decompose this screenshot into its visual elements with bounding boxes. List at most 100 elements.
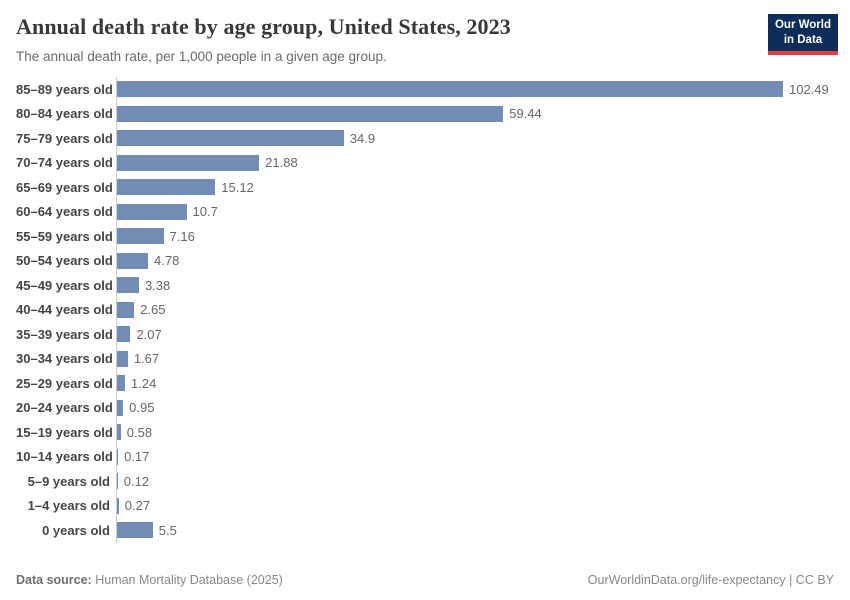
value-label: 0.12 <box>123 473 150 489</box>
bar[interactable] <box>117 497 119 514</box>
owid-logo[interactable]: Our World in Data <box>768 14 838 56</box>
bar[interactable] <box>117 130 344 147</box>
bar-track: 0.17 <box>116 444 834 469</box>
value-label: 59.44 <box>509 106 542 122</box>
value-label: 0.95 <box>129 400 155 416</box>
value-label: 0.58 <box>126 424 153 440</box>
value-label: 7.16 <box>169 228 195 244</box>
category-label: 65–69 years old <box>16 179 113 195</box>
bar[interactable] <box>117 179 216 196</box>
value-label: 2.65 <box>140 302 166 318</box>
value-label: 3.38 <box>144 277 171 293</box>
data-source-value: Human Mortality Database (2025) <box>95 573 283 587</box>
value-label: 102.49 <box>789 81 829 97</box>
value-label: 2.07 <box>136 326 162 342</box>
bar-track: 0.12 <box>116 469 834 494</box>
value-label: 0.17 <box>124 449 150 465</box>
category-label: 30–34 years old <box>16 351 113 367</box>
bar-track: 2.07 <box>116 322 834 347</box>
bar[interactable] <box>117 424 121 441</box>
chart-row: 55–59 years old 7.16 <box>16 224 834 249</box>
bar-track: 0.27 <box>116 493 834 518</box>
category-label: 15–19 years old <box>16 424 113 440</box>
chart-row: 1–4 years old 0.27 <box>16 493 834 518</box>
bar[interactable] <box>117 399 124 416</box>
bar-track: 1.24 <box>116 371 834 396</box>
owid-logo-line2: in Data <box>783 33 823 46</box>
category-label: 35–39 years old <box>16 326 113 342</box>
bar[interactable] <box>117 277 139 294</box>
bar-track: 2.65 <box>116 297 834 322</box>
category-label: 1–4 years old <box>27 498 110 514</box>
bar[interactable] <box>117 326 131 343</box>
bar[interactable] <box>117 203 187 220</box>
chart-row: 0 years old 5.5 <box>16 518 834 543</box>
license-label: CC BY <box>795 573 834 587</box>
category-label: 85–89 years old <box>16 81 113 97</box>
owid-logo-line1: Our World <box>774 19 831 31</box>
chart-row: 10–14 years old 0.17 <box>16 444 834 469</box>
license-separator: | <box>789 573 796 587</box>
category-label: 50–54 years old <box>16 253 113 269</box>
chart-row: 30–34 years old 1.67 <box>16 346 834 371</box>
bar[interactable] <box>117 81 783 98</box>
bar[interactable] <box>117 350 128 367</box>
bar-track: 21.88 <box>116 150 834 175</box>
value-label: 1.67 <box>133 351 160 367</box>
bar-track: 3.38 <box>116 273 834 298</box>
chart-row: 80–84 years old 59.44 <box>16 101 834 126</box>
chart-row: 25–29 years old 1.24 <box>16 371 834 396</box>
chart-row: 15–19 years old 0.58 <box>16 420 834 445</box>
chart-row: 50–54 years old 4.78 <box>16 248 834 273</box>
bar[interactable] <box>117 473 118 490</box>
bar[interactable] <box>117 105 504 122</box>
data-source-note: Data source: Human Mortality Database (2… <box>16 573 283 587</box>
category-label: 70–74 years old <box>16 155 113 171</box>
bar[interactable] <box>117 301 135 318</box>
bar-track: 59.44 <box>116 101 834 126</box>
bar[interactable] <box>117 252 149 269</box>
chart-header: Annual death rate by age group, United S… <box>0 0 850 64</box>
bar-track: 1.67 <box>116 346 834 371</box>
chart-footer: Data source: Human Mortality Database (2… <box>16 573 834 587</box>
category-label: 20–24 years old <box>16 400 113 416</box>
bar-chart: 85–89 years old 102.49 80–84 years old 59.4… <box>0 77 850 543</box>
chart-row: 35–39 years old 2.07 <box>16 322 834 347</box>
bar[interactable] <box>117 228 164 245</box>
bar-track: 10.7 <box>116 199 834 224</box>
category-label: 0 years old <box>42 522 110 538</box>
value-label: 0.27 <box>124 498 151 514</box>
chart-row: 5–9 years old 0.12 <box>16 469 834 494</box>
chart-row: 75–79 years old 34.9 <box>16 126 834 151</box>
category-label: 75–79 years old <box>16 130 113 146</box>
bar-track: 4.78 <box>116 248 834 273</box>
chart-row: 65–69 years old 15.12 <box>16 175 834 200</box>
bar-track: 0.95 <box>116 395 834 420</box>
value-label: 1.24 <box>131 375 157 391</box>
category-label: 5–9 years old <box>27 473 110 489</box>
bar[interactable] <box>117 154 260 171</box>
chart-row: 70–74 years old 21.88 <box>16 150 834 175</box>
chart-row: 85–89 years old 102.49 <box>16 77 834 102</box>
chart-subtitle: The annual death rate, per 1,000 people … <box>16 49 387 64</box>
chart-row: 20–24 years old 0.95 <box>16 395 834 420</box>
bar-track: 15.12 <box>116 175 834 200</box>
bar[interactable] <box>117 375 126 392</box>
chart-row: 40–44 years old 2.65 <box>16 297 834 322</box>
bar-track: 0.58 <box>116 420 834 445</box>
bar[interactable] <box>117 448 119 465</box>
value-label: 5.5 <box>158 522 177 538</box>
category-label: 80–84 years old <box>16 106 113 122</box>
owid-url-link[interactable]: OurWorldinData.org/life-expectancy <box>587 573 786 587</box>
chart-row: 60–64 years old 10.7 <box>16 199 834 224</box>
chart-row: 45–49 years old 3.38 <box>16 273 834 298</box>
data-source-label: Data source: <box>16 573 92 587</box>
category-label: 55–59 years old <box>16 228 113 244</box>
bar-track: 102.49 <box>116 77 834 102</box>
category-label: 45–49 years old <box>16 277 113 293</box>
value-label: 10.7 <box>192 204 218 220</box>
bar-track: 5.5 <box>116 518 834 543</box>
value-label: 21.88 <box>265 155 298 171</box>
bar[interactable] <box>117 522 153 539</box>
bar-track: 7.16 <box>116 224 834 249</box>
